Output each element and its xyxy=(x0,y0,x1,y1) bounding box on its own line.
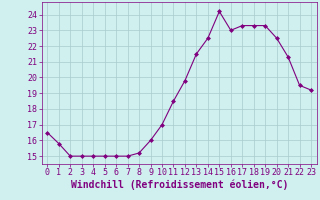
X-axis label: Windchill (Refroidissement éolien,°C): Windchill (Refroidissement éolien,°C) xyxy=(70,180,288,190)
